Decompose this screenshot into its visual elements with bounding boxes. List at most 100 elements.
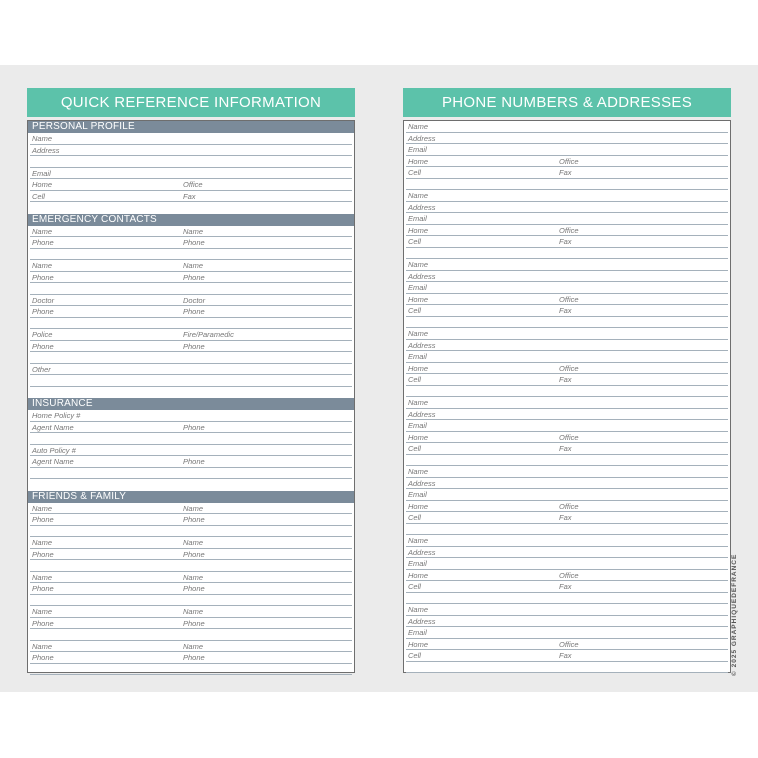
- field-label: Cell: [408, 651, 421, 660]
- form-line[interactable]: Home Office: [406, 225, 728, 236]
- form-line[interactable]: Email: [406, 558, 728, 570]
- form-line[interactable]: Name: [406, 604, 728, 616]
- form-line[interactable]: Cell Fax: [406, 374, 728, 386]
- form-line[interactable]: Name: [406, 121, 728, 133]
- form-line[interactable]: Home Office: [406, 363, 728, 374]
- form-line[interactable]: Home Policy #: [30, 410, 352, 422]
- form-line[interactable]: Cell Fax: [406, 581, 728, 593]
- form-line[interactable]: [30, 560, 352, 572]
- form-line[interactable]: Email: [30, 168, 352, 179]
- form-line[interactable]: Name: [30, 133, 352, 145]
- form-line[interactable]: Cell Fax: [406, 236, 728, 248]
- form-line[interactable]: [30, 433, 352, 445]
- form-line[interactable]: Name Name: [30, 260, 352, 272]
- form-line[interactable]: Name Name: [30, 606, 352, 618]
- form-line[interactable]: Name: [406, 259, 728, 271]
- form-line[interactable]: Home Office: [406, 639, 728, 650]
- form-line[interactable]: Agent Name Phone: [30, 422, 352, 433]
- form-line[interactable]: Phone Phone: [30, 583, 352, 595]
- form-line[interactable]: Address: [406, 478, 728, 489]
- field-label: Phone: [183, 272, 205, 282]
- form-line[interactable]: Cell Fax: [406, 167, 728, 179]
- form-line[interactable]: Auto Policy #: [30, 445, 352, 456]
- form-line[interactable]: [30, 156, 352, 168]
- form-line[interactable]: Email: [406, 213, 728, 225]
- form-line[interactable]: [30, 479, 352, 491]
- form-line[interactable]: Address: [406, 409, 728, 420]
- form-line[interactable]: Email: [406, 489, 728, 501]
- field-label: Other: [32, 364, 51, 374]
- form-line[interactable]: Name Name: [30, 537, 352, 549]
- form-line[interactable]: [30, 664, 352, 675]
- form-line[interactable]: Other: [30, 364, 352, 375]
- field-label: Email: [408, 628, 427, 637]
- form-line[interactable]: Address: [406, 616, 728, 627]
- form-line[interactable]: Address: [406, 547, 728, 558]
- form-line[interactable]: Cell Fax: [406, 512, 728, 524]
- form-line[interactable]: Name: [406, 190, 728, 202]
- form-line[interactable]: Cell Fax: [406, 305, 728, 317]
- form-line[interactable]: [406, 179, 728, 190]
- form-line[interactable]: Phone Phone: [30, 618, 352, 629]
- form-line[interactable]: [30, 318, 352, 329]
- form-line[interactable]: Agent Name Phone: [30, 456, 352, 468]
- form-line[interactable]: Email: [406, 282, 728, 294]
- form-line[interactable]: Name: [406, 466, 728, 478]
- form-line[interactable]: Name Name: [30, 226, 352, 237]
- form-line[interactable]: [30, 595, 352, 606]
- field-label: Email: [408, 352, 427, 361]
- form-line[interactable]: Name Name: [30, 641, 352, 652]
- form-line[interactable]: Cell Fax: [406, 443, 728, 455]
- form-line[interactable]: Name: [406, 328, 728, 340]
- form-line[interactable]: [30, 352, 352, 364]
- form-line[interactable]: Home Office: [30, 179, 352, 191]
- form-line[interactable]: Phone Phone: [30, 237, 352, 249]
- field-label: Fax: [559, 513, 572, 522]
- form-line[interactable]: Home Office: [406, 501, 728, 512]
- form-line[interactable]: Name: [406, 397, 728, 409]
- form-line[interactable]: [30, 526, 352, 537]
- form-line[interactable]: [406, 317, 728, 328]
- form-line[interactable]: [30, 375, 352, 387]
- form-line[interactable]: Phone Phone: [30, 652, 352, 664]
- form-line[interactable]: Email: [406, 351, 728, 363]
- form-line[interactable]: Email: [406, 627, 728, 639]
- form-line[interactable]: Email: [406, 144, 728, 156]
- form-line[interactable]: [406, 593, 728, 604]
- form-line[interactable]: Police Fire/Paramedic: [30, 329, 352, 341]
- form-line[interactable]: Cell Fax: [406, 650, 728, 662]
- form-line[interactable]: [30, 468, 352, 479]
- form-line[interactable]: Address: [406, 340, 728, 351]
- form-line[interactable]: Doctor Doctor: [30, 295, 352, 306]
- form-line[interactable]: Phone Phone: [30, 306, 352, 318]
- form-line[interactable]: Home Office: [406, 294, 728, 305]
- form-line[interactable]: Home Office: [406, 570, 728, 581]
- form-line[interactable]: [30, 629, 352, 641]
- form-line[interactable]: [406, 524, 728, 535]
- form-line[interactable]: Name: [406, 535, 728, 547]
- form-line[interactable]: Cell Fax: [30, 191, 352, 202]
- form-line[interactable]: [406, 662, 728, 673]
- form-line[interactable]: Phone Phone: [30, 272, 352, 283]
- form-line[interactable]: Email: [406, 420, 728, 432]
- form-line[interactable]: Address: [406, 133, 728, 144]
- form-line[interactable]: Home Office: [406, 432, 728, 443]
- form-line[interactable]: Address: [30, 145, 352, 156]
- form-line[interactable]: Phone Phone: [30, 549, 352, 560]
- field-label: Office: [183, 180, 203, 189]
- form-line[interactable]: [406, 386, 728, 397]
- form-line[interactable]: Name Name: [30, 503, 352, 514]
- form-line[interactable]: [30, 387, 352, 399]
- form-line[interactable]: Address: [406, 202, 728, 213]
- field-label: Cell: [408, 168, 421, 177]
- form-line[interactable]: [406, 455, 728, 466]
- form-line[interactable]: Phone Phone: [30, 341, 352, 352]
- form-line[interactable]: [30, 283, 352, 295]
- form-line[interactable]: Home Office: [406, 156, 728, 167]
- form-line[interactable]: [406, 248, 728, 259]
- form-line[interactable]: Name Name: [30, 572, 352, 583]
- form-line[interactable]: Address: [406, 271, 728, 282]
- form-line[interactable]: [30, 249, 352, 260]
- form-line[interactable]: Phone Phone: [30, 514, 352, 526]
- form-line[interactable]: [30, 202, 352, 214]
